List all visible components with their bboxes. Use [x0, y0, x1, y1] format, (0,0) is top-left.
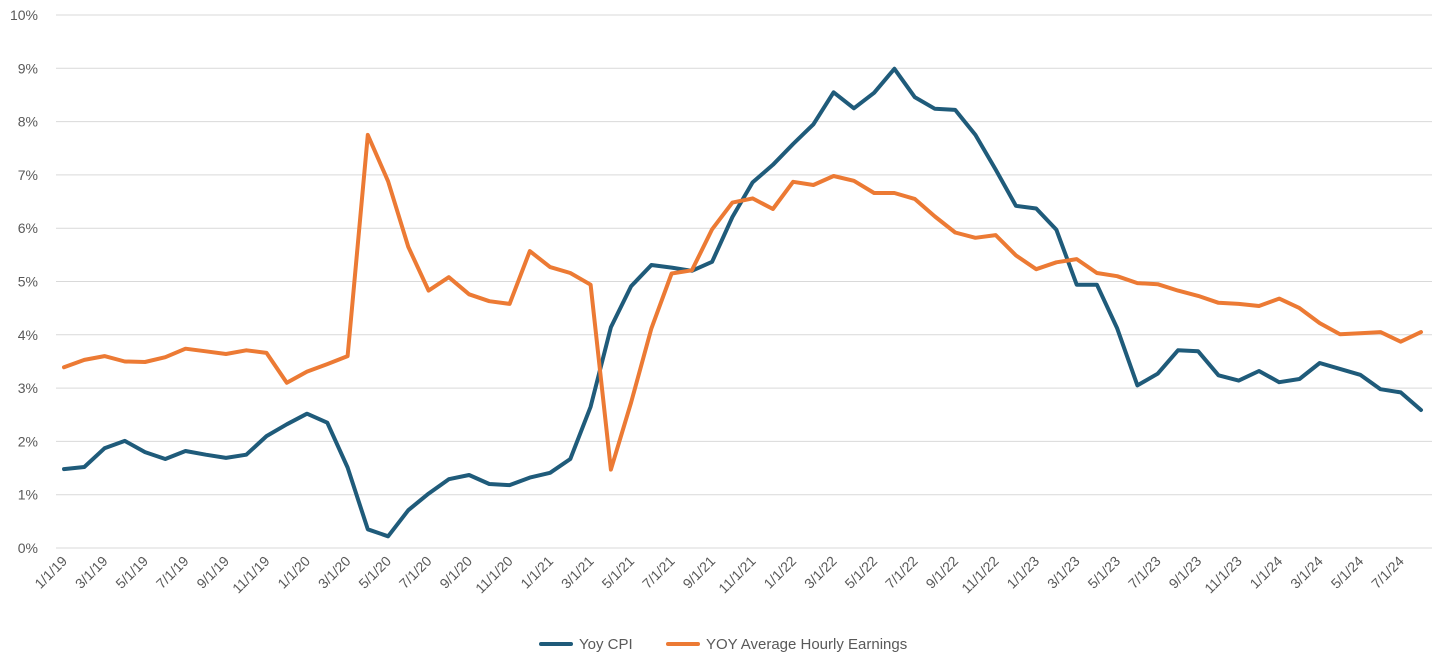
x-tick-label: 5/1/24 [1328, 553, 1367, 592]
y-axis: 0% 1% 2% 3% 4% 5% 6% 7% 8% 9% 10% [10, 7, 38, 556]
x-tick-label: 3/1/24 [1287, 553, 1326, 592]
series-lines [62, 66, 1423, 539]
x-tick-label: 7/1/19 [153, 553, 192, 592]
gridlines [56, 14, 1432, 549]
x-tick-label: 3/1/22 [801, 553, 840, 592]
x-tick-label: 3/1/23 [1044, 553, 1083, 592]
x-tick-label: 1/1/23 [1003, 553, 1042, 592]
y-tick-label: 9% [18, 60, 38, 76]
y-tick-label: 10% [10, 7, 38, 23]
x-tick-label: 9/1/20 [436, 553, 475, 592]
x-tick-label: 1/1/21 [517, 553, 556, 592]
x-tick-label: 11/1/22 [958, 553, 1002, 597]
x-tick-label: 7/1/21 [639, 553, 678, 592]
x-tick-label: 11/1/20 [472, 553, 516, 597]
x-tick-label: 7/1/20 [396, 553, 435, 592]
x-tick-label: 7/1/24 [1368, 553, 1407, 592]
x-tick-label: 5/1/19 [112, 553, 151, 592]
x-tick-label: 11/1/21 [715, 553, 759, 597]
x-tick-label: 1/1/24 [1246, 553, 1285, 592]
legend-label: Yoy CPI [579, 636, 633, 653]
x-tick-label: 3/1/19 [72, 553, 111, 592]
x-tick-label: 9/1/21 [679, 553, 718, 592]
y-tick-label: 6% [18, 220, 38, 236]
legend-label: YOY Average Hourly Earnings [706, 636, 907, 653]
x-tick-label: 5/1/22 [841, 553, 880, 592]
y-tick-label: 2% [18, 433, 38, 449]
y-tick-label: 0% [18, 540, 38, 556]
x-tick-label: 9/1/22 [922, 553, 961, 592]
y-tick-label: 8% [18, 114, 38, 130]
x-tick-label: 5/1/20 [355, 553, 394, 592]
y-tick-label: 1% [18, 487, 38, 503]
x-tick-label: 11/1/23 [1201, 553, 1245, 597]
x-tick-label: 7/1/22 [882, 553, 921, 592]
y-tick-label: 7% [18, 167, 38, 183]
x-tick-label: 1/1/19 [31, 553, 70, 592]
x-tick-label: 3/1/20 [315, 553, 354, 592]
x-tick-label: 1/1/20 [274, 553, 313, 592]
x-tick-label: 7/1/23 [1125, 553, 1164, 592]
series-line-earnings [62, 132, 1423, 472]
x-tick-label: 11/1/19 [229, 553, 273, 597]
y-tick-label: 3% [18, 380, 38, 396]
y-tick-label: 5% [18, 274, 38, 290]
y-tick-label: 4% [18, 327, 38, 343]
x-tick-label: 3/1/21 [558, 553, 597, 592]
x-tick-label: 5/1/23 [1084, 553, 1123, 592]
x-tick-label: 9/1/23 [1165, 553, 1204, 592]
legend: Yoy CPI YOY Average Hourly Earnings [539, 636, 907, 653]
x-tick-label: 5/1/21 [598, 553, 637, 592]
x-tick-label: 9/1/19 [193, 553, 232, 592]
x-tick-label: 1/1/22 [760, 553, 799, 592]
